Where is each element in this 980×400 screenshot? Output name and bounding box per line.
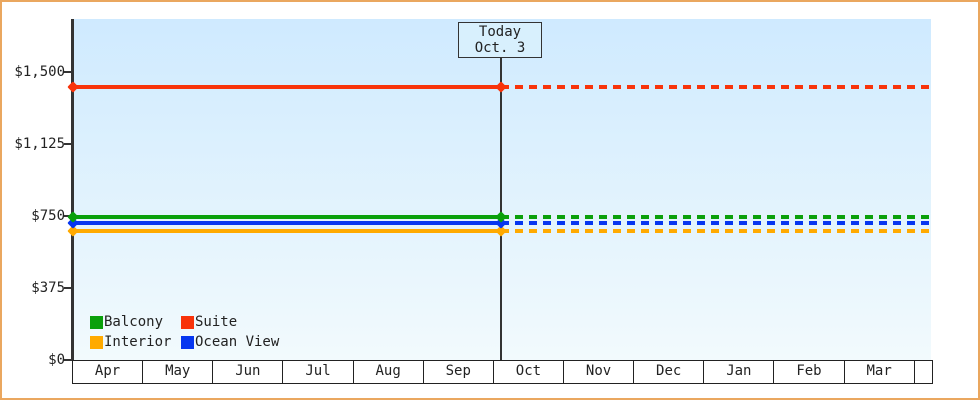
month-cell: Jan: [704, 361, 775, 383]
y-axis-tick-label: $375: [31, 280, 65, 296]
series-line-dotted-balcony: [500, 215, 931, 219]
y-axis-tick: [64, 143, 71, 145]
month-cell: Feb: [774, 361, 845, 383]
today-annotation-box: Today Oct. 3: [458, 22, 542, 58]
today-label: Today: [478, 24, 522, 40]
month-cell: Jun: [213, 361, 284, 383]
legend-item-ocean-view: Ocean View: [181, 334, 279, 350]
month-cell: Dec: [634, 361, 705, 383]
legend-label: Balcony: [104, 314, 164, 330]
series-line-dotted-interior: [500, 229, 931, 233]
legend-item-interior: Interior: [90, 334, 171, 350]
y-axis-tick-label: $1,125: [14, 136, 65, 152]
series-line-solid-suite: [73, 85, 501, 89]
series-line-solid-balcony: [73, 215, 501, 219]
series-line-solid-interior: [73, 229, 501, 233]
month-cell: Jul: [283, 361, 354, 383]
y-axis-tick: [64, 359, 71, 361]
month-cell: Mar: [845, 361, 915, 383]
balcony-swatch-icon: [90, 315, 103, 329]
legend-item-balcony: Balcony: [90, 314, 163, 330]
y-axis-tick-label: $750: [31, 208, 65, 224]
today-line: [499, 58, 502, 360]
month-cell: Apr: [73, 361, 144, 383]
month-cell: Nov: [564, 361, 635, 383]
month-cell-filler: [915, 361, 932, 383]
interior-swatch-icon: [90, 335, 103, 349]
series-line-dotted-suite: [500, 85, 931, 89]
legend-item-suite: Suite: [181, 314, 237, 330]
series-line-dotted-ocean-view: [500, 221, 931, 225]
month-cell: Aug: [354, 361, 424, 383]
legend-label: Suite: [195, 314, 238, 330]
y-axis-tick-label: $1,500: [14, 64, 65, 80]
today-date: Oct. 3: [474, 40, 526, 56]
plot-area: [73, 19, 931, 360]
legend-label: Interior: [104, 334, 172, 350]
series-line-solid-ocean-view: [73, 221, 501, 225]
ocean-view-swatch-icon: [181, 335, 194, 349]
legend-label: Ocean View: [195, 334, 280, 350]
suite-swatch-icon: [181, 315, 194, 329]
x-axis-month-row: Apr May Jun Jul Aug Sep Oct Nov Dec Jan Feb Mar: [72, 360, 933, 384]
y-axis-tick-label: $0: [48, 352, 65, 368]
month-cell: Oct: [494, 361, 564, 383]
month-cell: Sep: [424, 361, 494, 383]
month-cell: May: [143, 361, 214, 383]
y-axis-tick: [64, 287, 71, 289]
y-axis-line: [71, 19, 74, 361]
y-axis-tick: [64, 71, 71, 73]
